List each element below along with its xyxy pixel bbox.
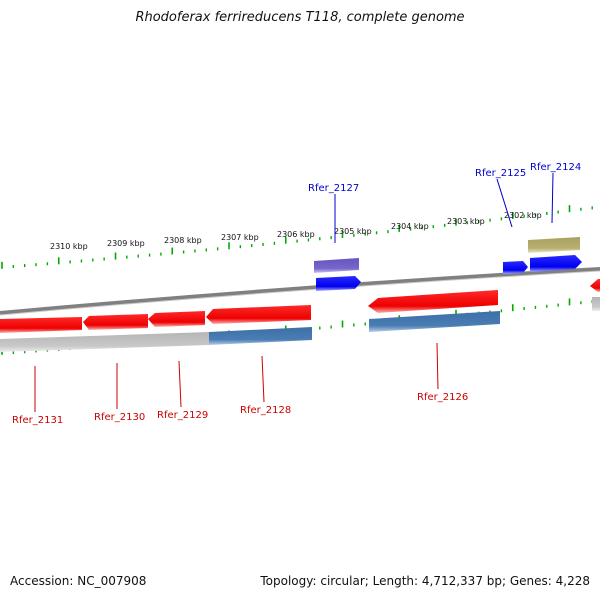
- accession-text: Accession: NC_007908: [10, 574, 147, 588]
- tick-label: 2309 kbp: [107, 239, 145, 248]
- gene-arrow-rfer-2124[interactable]: [530, 255, 582, 272]
- tick-label: 2302 kbp: [504, 211, 542, 220]
- scale-labels: 2310 kbp 2309 kbp 2308 kbp 2307 kbp 2306…: [50, 211, 542, 251]
- gene-arrow-rfer-2131[interactable]: [0, 317, 82, 333]
- gene-arrow-rfer-2126[interactable]: [368, 290, 498, 313]
- tick-label: 2308 kbp: [164, 236, 202, 245]
- gene-arrow-rfer-2128[interactable]: [206, 305, 311, 324]
- tick-label: 2310 kbp: [50, 242, 88, 251]
- gene-label-rfer-2126[interactable]: Rfer_2126: [417, 392, 468, 403]
- chromosome-backbone: [0, 267, 600, 315]
- gene-arrow-edge[interactable]: [590, 279, 600, 292]
- cds-block-rfer-2126: [369, 311, 500, 332]
- gene-label-rfer-2125[interactable]: Rfer_2125: [475, 168, 526, 179]
- gene-arrow-rfer-2125[interactable]: [503, 261, 528, 274]
- chromosome-backbone-highlight: [0, 270, 600, 316]
- gene-labels-forward: Rfer_2127 Rfer_2125 Rfer_2124: [308, 162, 581, 194]
- tick-label: 2304 kbp: [391, 222, 429, 231]
- tick-label: 2303 kbp: [447, 217, 485, 226]
- cds-grey-block: [0, 332, 209, 352]
- gene-label-rfer-2131[interactable]: Rfer_2131: [12, 415, 63, 426]
- cds-block-rfer-2127: [314, 258, 359, 273]
- tick-label: 2305 kbp: [334, 227, 372, 236]
- gene-arrow-rfer-2127[interactable]: [316, 276, 361, 291]
- cds-grey-block-right: [592, 297, 600, 311]
- gene-arrow-rfer-2129[interactable]: [148, 311, 205, 327]
- leader-lines-forward: [334, 172, 554, 243]
- genome-summary-text: Topology: circular; Length: 4,712,337 bp…: [260, 574, 590, 588]
- leader-lines-reverse: [34, 342, 439, 412]
- cds-block-rfer-2124: [528, 237, 580, 253]
- gene-labels-reverse: Rfer_2131 Rfer_2130 Rfer_2129 Rfer_2128 …: [12, 392, 468, 426]
- gene-label-rfer-2130[interactable]: Rfer_2130: [94, 412, 145, 423]
- tick-label: 2307 kbp: [221, 233, 259, 242]
- gene-label-rfer-2128[interactable]: Rfer_2128: [240, 405, 291, 416]
- tick-label: 2306 kbp: [277, 230, 315, 239]
- outer-tick-ring: [1, 205, 593, 269]
- genome-title: Rhodoferax ferrireducens T118, complete …: [135, 10, 465, 25]
- cds-block-rfer-2128: [209, 327, 312, 345]
- gene-label-rfer-2129[interactable]: Rfer_2129: [157, 410, 208, 421]
- gene-label-rfer-2127[interactable]: Rfer_2127: [308, 183, 359, 194]
- gene-label-rfer-2124[interactable]: Rfer_2124: [530, 162, 581, 173]
- gene-arrow-rfer-2130[interactable]: [83, 314, 148, 330]
